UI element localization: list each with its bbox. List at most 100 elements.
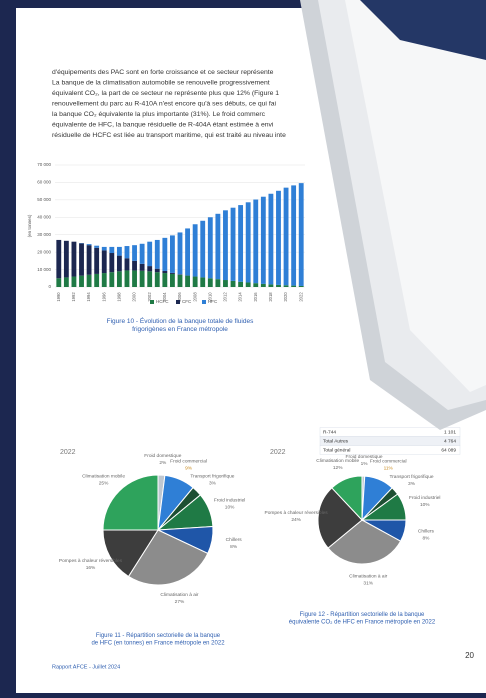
y-tick-label: 60 000 xyxy=(37,180,51,185)
bar-segment xyxy=(140,264,145,271)
bar-segment xyxy=(64,277,69,287)
legend-label: HCFC xyxy=(156,299,169,304)
paragraph-line: La banque de la climatisation automobile… xyxy=(52,79,270,86)
bar-segment xyxy=(117,256,122,272)
pie-value-label: 9% xyxy=(185,466,193,472)
x-tick-label: 2012 xyxy=(223,292,228,302)
bar-segment xyxy=(94,248,99,274)
bar-segment xyxy=(162,273,167,287)
pie-year: 2022 xyxy=(270,449,286,456)
footer-source: Rapport AFCE - Juillet 2024 xyxy=(52,664,120,670)
bar-segment xyxy=(102,247,107,250)
bar-segment xyxy=(87,244,92,245)
bar-segment xyxy=(170,235,175,272)
pie-label: Froid domestique xyxy=(144,453,181,459)
pie-label: Froid industriel xyxy=(214,498,245,504)
x-tick-label: 1996 xyxy=(101,292,106,302)
y-tick-label: 30 000 xyxy=(37,232,51,237)
pie-label: Chillers xyxy=(226,537,243,543)
bar-segment xyxy=(125,270,130,287)
bar-segment xyxy=(200,277,205,287)
pie-label: Froid commercial xyxy=(370,459,407,465)
x-tick-label: 2008 xyxy=(192,292,197,302)
legend-label: HFC xyxy=(208,299,218,304)
paragraph-line: résiduelle de HCFC est liée au transport… xyxy=(52,132,286,139)
pie-value-label: 24% xyxy=(291,517,301,523)
y-tick-label: 70 000 xyxy=(37,162,51,167)
pie-label: Climatisation à air xyxy=(349,573,388,579)
pie-label: Climatisation à air xyxy=(160,592,199,598)
pie-label: Climatisation mobile xyxy=(82,474,125,480)
pie-value-label: 1% xyxy=(361,461,369,467)
bar-segment xyxy=(72,277,77,287)
bar-segment xyxy=(185,228,190,275)
bar-segment xyxy=(94,274,99,287)
document-photo: d'équipements des PAC sont en forte croi… xyxy=(0,0,486,693)
figure-caption: Figure 11 - Répartition sectorielle de l… xyxy=(91,633,225,647)
bar-segment xyxy=(223,280,228,287)
bar-segment xyxy=(94,246,99,248)
legend-swatch xyxy=(150,300,154,304)
pie-label: Pompes à chaleur réversibles xyxy=(59,558,123,564)
pie-label: Froid industriel xyxy=(409,495,440,501)
pie-label: Transport frigorifique xyxy=(190,474,234,480)
bar-segment xyxy=(284,188,289,286)
bar-segment xyxy=(178,275,183,287)
x-tick-label: 2022 xyxy=(298,292,303,302)
bar-segment xyxy=(261,284,266,287)
bar-segment xyxy=(147,271,152,287)
bar-segment xyxy=(109,272,114,287)
bar-segment xyxy=(140,244,145,264)
pie-value-label: 10% xyxy=(225,505,235,511)
x-tick-label: 2014 xyxy=(238,292,243,302)
figure-caption: Figure 12 - Répartition sectorielle de l… xyxy=(289,612,436,626)
bar-segment xyxy=(276,285,281,287)
bar-segment xyxy=(185,276,190,287)
legend-swatch xyxy=(176,300,180,304)
bar-segment xyxy=(253,283,258,287)
pie-value-label: 3% xyxy=(408,481,416,487)
bar-segment xyxy=(162,238,167,271)
bar-segment xyxy=(79,243,84,275)
bar-segment xyxy=(299,183,304,286)
bar-segment xyxy=(155,240,160,269)
bar-segment xyxy=(125,246,130,258)
bar-segment xyxy=(170,273,175,274)
x-tick-label: 2018 xyxy=(268,292,273,302)
bar-segment xyxy=(147,242,152,266)
y-tick-label: 10 000 xyxy=(37,267,51,272)
bar-segment xyxy=(162,271,167,273)
legend-swatch xyxy=(202,300,206,304)
table-cell: R-744 xyxy=(323,429,336,435)
x-tick-label: 1994 xyxy=(86,292,91,302)
paragraph-line: équivalent CO₂, la part de ce secteur ne… xyxy=(52,90,279,97)
paragraph-line: la banque CO₂ équivalente la plus import… xyxy=(52,111,266,118)
paragraph-line: d'équipements des PAC sont en forte croi… xyxy=(52,69,274,76)
paragraph-line: équivalente de HFC, la banque résiduelle… xyxy=(52,121,274,128)
bar-segment xyxy=(102,273,107,287)
page: d'équipements des PAC sont en forte croi… xyxy=(0,0,486,693)
bar-segment xyxy=(200,221,205,278)
bar-segment xyxy=(291,286,296,287)
bar-segment xyxy=(109,247,114,253)
x-tick-label: 2016 xyxy=(253,292,258,302)
pie-value-label: 12% xyxy=(333,465,343,471)
bar-segment xyxy=(132,245,137,261)
bar-segment xyxy=(268,284,273,287)
bar-segment xyxy=(215,279,220,287)
pie-label: Pompes à chaleur réversibles xyxy=(265,510,329,516)
bar-segment xyxy=(117,247,122,256)
pie-year: 2022 xyxy=(60,449,76,456)
bar-segment xyxy=(109,253,114,272)
x-tick-label: 2020 xyxy=(283,292,288,302)
legend-label: CFC xyxy=(182,299,192,304)
bar-segment xyxy=(291,185,296,285)
x-tick-label: 1998 xyxy=(117,292,122,302)
bar-segment xyxy=(208,278,213,287)
bar-segment xyxy=(56,278,61,287)
bar-segment xyxy=(261,197,266,284)
bar-segment xyxy=(155,272,160,287)
bar-segment xyxy=(117,271,122,287)
bar-segment xyxy=(79,276,84,287)
bar-segment xyxy=(72,242,77,277)
